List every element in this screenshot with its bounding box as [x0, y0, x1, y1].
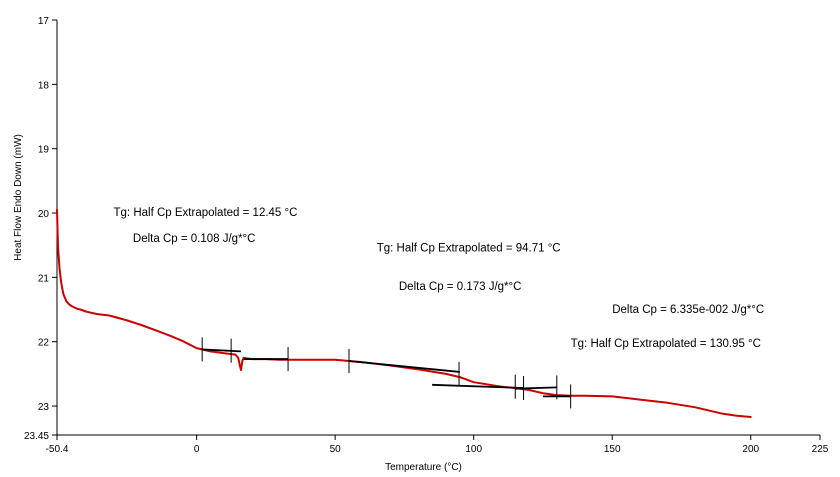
y-tick-label: 23.45	[24, 431, 49, 442]
tg-annotation: Tg: Half Cp Extrapolated = 12.45 °C	[114, 207, 298, 219]
x-ticks: -50.4 0 50 100 150 200 225	[46, 435, 829, 455]
tg-annotation: Tg: Half Cp Extrapolated = 94.71 °C	[377, 243, 561, 255]
x-tick-label: 100	[465, 444, 482, 455]
baseline-layer	[202, 348, 571, 398]
x-tick-label: 150	[604, 444, 621, 455]
x-tick-label: 0	[194, 444, 200, 455]
x-tick-label: 225	[812, 444, 829, 455]
heat-flow-series-line	[56, 208, 752, 418]
tg-annotation: Delta Cp = 6.335e-002 J/g*°C	[612, 304, 764, 316]
tg-annotation: Delta Cp = 0.108 J/g*°C	[133, 233, 256, 245]
x-tick-label: 50	[330, 444, 342, 455]
y-tick-label: 22	[38, 338, 50, 349]
y-tick-label: 18	[38, 80, 50, 91]
y-ticks: 17 18 19 20 21 22 23 23.45	[24, 16, 57, 442]
y-tick-label: 17	[38, 16, 50, 27]
y-tick-label: 21	[38, 273, 50, 284]
x-tick-label: 200	[742, 444, 759, 455]
tg-baseline-segment	[432, 383, 524, 389]
tg-annotation: Tg: Half Cp Extrapolated = 130.95 °C	[571, 338, 761, 350]
tg-baseline-segment	[202, 348, 242, 353]
y-tick-label: 23	[38, 402, 50, 413]
tg-annotation: Delta Cp = 0.173 J/g*°C	[399, 281, 522, 293]
y-tick-label: 19	[38, 145, 50, 156]
tg-baseline-segment	[515, 386, 557, 390]
marker-layer	[201, 337, 572, 409]
series-layer	[56, 208, 752, 418]
annotation-layer: Tg: Half Cp Extrapolated = 12.45 °C Delta…	[114, 207, 765, 350]
x-axis-title: Temperature (°C)	[385, 462, 462, 473]
tg-baseline-segment	[348, 360, 460, 373]
y-axis-title: Heat Flow Endo Down (mW)	[13, 134, 24, 261]
x-tick-label: -50.4	[46, 444, 69, 455]
y-tick-label: 20	[38, 209, 50, 220]
